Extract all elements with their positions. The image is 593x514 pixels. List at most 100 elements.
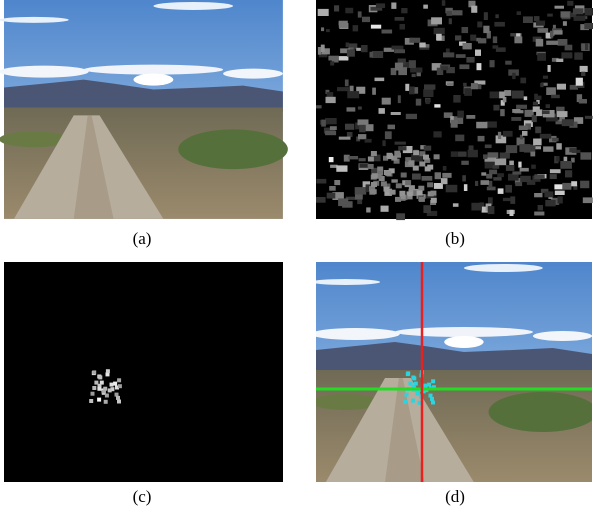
pixel-block: [548, 65, 551, 72]
panel-d: [311, 262, 593, 482]
pixel-block: [562, 183, 571, 190]
pixel-block: [493, 45, 499, 48]
pixel-block: [534, 94, 538, 100]
pixel-block: [552, 138, 559, 142]
panel-a: [0, 0, 288, 219]
pixel-block: [385, 131, 392, 139]
pixel-block: [545, 200, 555, 206]
pixel-block: [536, 21, 545, 26]
pixel-block: [382, 30, 393, 34]
pixel-block: [382, 140, 385, 146]
pixel-block: [511, 117, 521, 121]
pixel-block: [481, 180, 490, 185]
pixel-block: [419, 43, 425, 48]
pixel-block: [553, 25, 556, 29]
pixel-block: [368, 157, 374, 162]
pixel-block: [563, 21, 567, 26]
pixel-block: [328, 56, 339, 61]
pixel-block: [423, 5, 428, 9]
pixel-block: [358, 11, 362, 17]
pixel-block: [466, 57, 474, 63]
pixel-block: [416, 68, 423, 73]
pixel-block: [500, 153, 510, 159]
pixel-block: [546, 41, 558, 45]
pixel-block: [321, 120, 326, 127]
pixel-block: [405, 180, 411, 185]
pixel-block: [342, 201, 353, 208]
pixel-block: [464, 88, 472, 96]
pixel-block: [561, 11, 571, 17]
pixel-block: [427, 165, 433, 170]
pixel-block: [334, 5, 339, 11]
pixel-block: [520, 176, 531, 182]
panel-label: (c): [133, 487, 152, 506]
pixel-block: [371, 151, 377, 156]
pixel-block: [431, 401, 435, 405]
pixel-block: [565, 170, 572, 177]
pixel-block: [558, 39, 568, 46]
pixel-block: [443, 52, 454, 57]
pixel-block: [395, 142, 406, 145]
pixel-block: [110, 383, 114, 387]
pixel-block: [347, 91, 359, 98]
pixel-block: [540, 83, 543, 87]
pixel-block: [412, 174, 421, 180]
pixel-block: [382, 98, 391, 105]
pixel-block: [409, 38, 420, 43]
pixel-block: [395, 197, 401, 202]
pixel-block: [347, 49, 355, 56]
pixel-block: [520, 78, 526, 84]
pixel-block: [403, 400, 407, 404]
pixel-block: [387, 154, 393, 159]
pixel-block: [321, 27, 324, 31]
pixel-block: [585, 8, 593, 16]
pixel-block: [347, 132, 353, 137]
pixel-block: [531, 165, 536, 169]
pixel-block: [561, 52, 572, 58]
pixel-block: [104, 400, 108, 404]
pixel-block: [506, 165, 515, 171]
pixel-block: [537, 28, 548, 33]
pixel-block: [471, 83, 478, 89]
pixel-block: [457, 111, 464, 118]
pixel-block: [379, 108, 385, 114]
pixel-block: [409, 185, 415, 190]
pixel-block: [348, 156, 358, 159]
pixel-block: [462, 27, 469, 33]
pixel-block: [108, 388, 112, 392]
pixel-block: [498, 132, 501, 139]
pixel-block: [584, 23, 593, 29]
pixel-block: [337, 87, 349, 91]
pixel-block: [567, 1, 573, 6]
pixel-block: [435, 172, 441, 179]
pixel-block: [518, 162, 521, 168]
pixel-block: [499, 92, 505, 99]
pixel-block: [550, 31, 553, 38]
pixel-block: [423, 155, 429, 160]
pixel-block: [544, 191, 553, 197]
pixel-block: [392, 46, 404, 50]
pixel-block: [486, 121, 497, 127]
pixel-block: [476, 122, 487, 129]
pixel-block: [503, 131, 513, 137]
pixel-block: [409, 160, 415, 165]
pixel-block: [326, 97, 336, 103]
pixel-block: [471, 203, 482, 211]
pixel-block: [97, 387, 101, 391]
pixel-block: [362, 17, 370, 22]
pixel-block: [318, 9, 329, 16]
pixel-block: [485, 145, 492, 149]
pixel-block: [580, 152, 591, 159]
pixel-block: [423, 89, 433, 97]
pixel-block: [547, 14, 553, 17]
pixel-block: [510, 196, 515, 204]
pixel-block: [353, 25, 359, 31]
pixel-block: [334, 180, 340, 185]
pixel-block: [399, 191, 405, 196]
pixel-block: [512, 73, 515, 79]
pixel-block: [430, 397, 434, 401]
pixel-block: [557, 84, 566, 90]
pixel-block: [366, 124, 374, 131]
pixel-block: [422, 176, 433, 181]
pixel-block: [453, 203, 459, 207]
